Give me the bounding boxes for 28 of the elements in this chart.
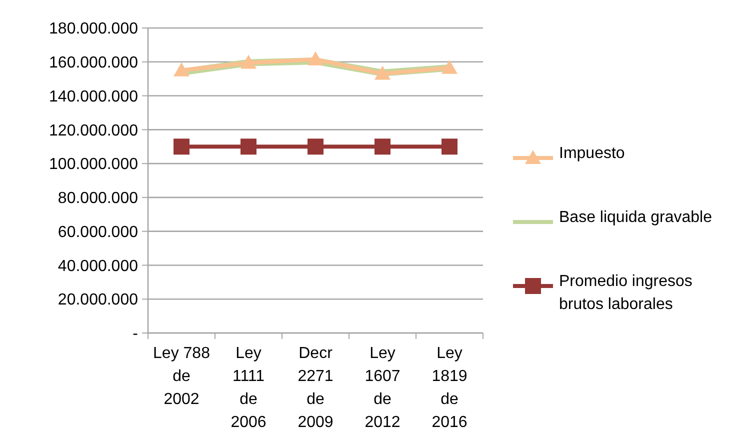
point [240,138,256,155]
y-tick-label: 100.000.000 [49,156,138,174]
y-tick-label: 80.000.000 [58,190,138,208]
legend-label: Impuesto [559,145,625,162]
y-tick-label: 160.000.000 [49,54,138,72]
x-tick-label: Decr 2271 de 2009 [298,345,334,431]
y-tick-label: 20.000.000 [58,292,138,309]
y-tick-label: 140.000.000 [49,88,138,106]
x-tick-label: Ley 1607 de 2012 [364,345,400,431]
point [174,138,190,155]
x-tick-label: Ley 788 de 2002 [153,345,210,408]
y-tick-label: 180.000.000 [49,20,138,38]
point [374,66,390,80]
y-tick-label: 40.000.000 [58,258,138,275]
point [308,51,324,66]
point [308,138,324,155]
y-tick-label: 60.000.000 [58,224,138,241]
point [374,138,390,155]
x-tick-label: Ley 1819 de 2016 [432,345,468,431]
legend-label: Promedio ingresos brutos laborales [559,273,692,313]
y-tick-label: - [132,326,138,343]
point [240,54,256,69]
point [174,62,190,76]
x-tick-label: Ley 1111 de 2006 [230,345,266,431]
point [442,138,458,155]
y-tick-label: 120.000.000 [49,122,138,140]
point [442,60,458,74]
legend-label: Base liquida gravable [559,209,712,226]
